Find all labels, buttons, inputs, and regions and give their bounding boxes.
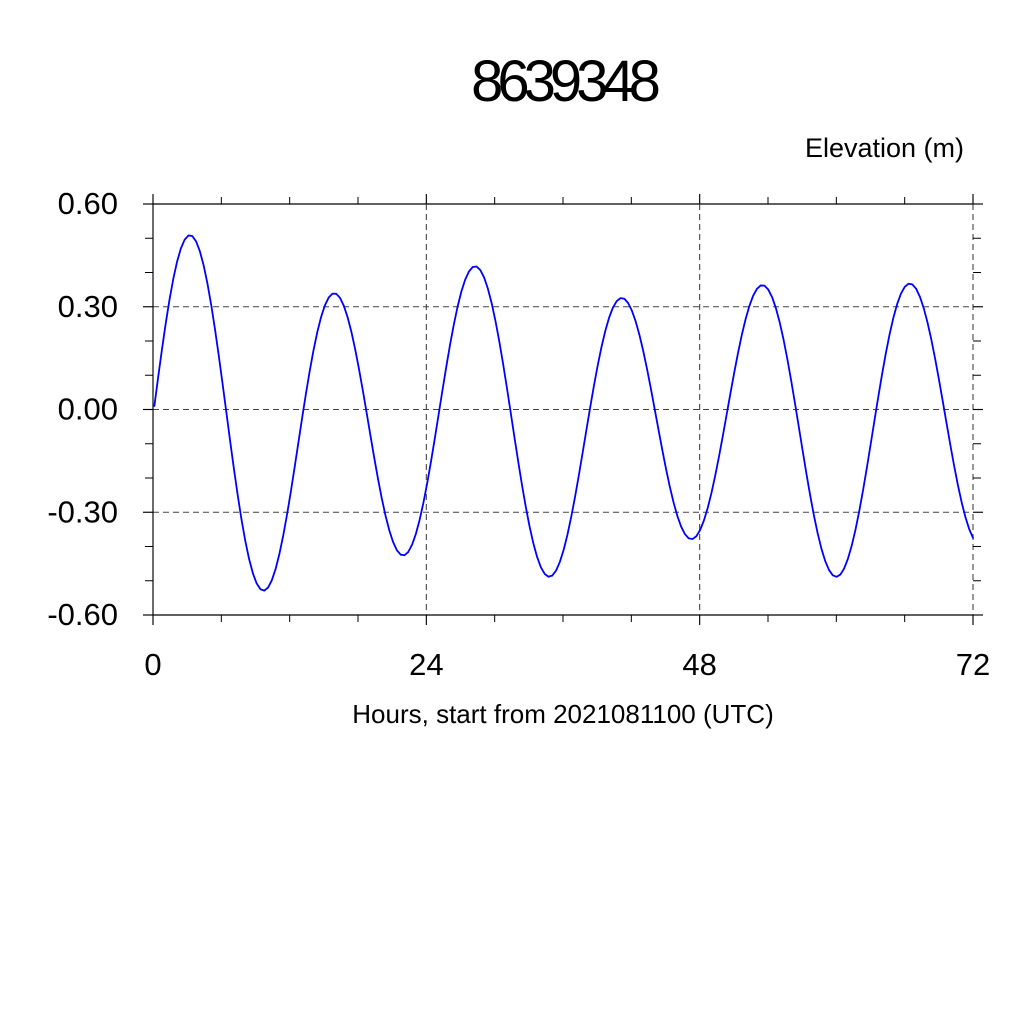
svg-text:48: 48 <box>682 647 716 682</box>
svg-text:0: 0 <box>144 647 161 682</box>
svg-text:-0.30: -0.30 <box>47 494 118 529</box>
svg-text:24: 24 <box>409 647 443 682</box>
svg-text:-0.60: -0.60 <box>47 597 118 632</box>
svg-text:0.30: 0.30 <box>58 289 118 324</box>
svg-text:0.00: 0.00 <box>58 392 118 427</box>
svg-text:72: 72 <box>956 647 990 682</box>
svg-text:0.60: 0.60 <box>58 186 118 221</box>
